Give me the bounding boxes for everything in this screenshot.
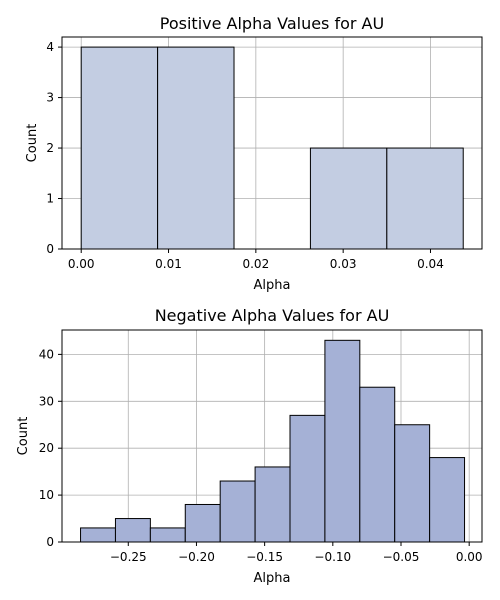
x-tick-label: 0.03 (330, 257, 357, 271)
x-tick-label: 0.00 (456, 550, 483, 564)
x-axis-label: Alpha (254, 278, 291, 293)
histogram-bar (80, 527, 116, 543)
subplot-positive: 0.00 0.01 0.02 0.03 0.04 0 1 2 3 4 Positive Alpha … (25, 14, 483, 293)
histogram-bar (254, 466, 291, 543)
y-tick-label: 3 (46, 91, 54, 105)
x-tick-label: −0.05 (383, 550, 420, 564)
histogram-bar (80, 46, 159, 250)
histogram-bar (289, 414, 326, 543)
y-axis-label: Count (25, 124, 40, 163)
y-tick-label: 0 (46, 242, 54, 256)
chart-title: Negative Alpha Values for AU (155, 306, 390, 325)
y-tick-label: 2 (46, 141, 54, 155)
histogram-bar (309, 147, 388, 250)
y-tick-label: 4 (46, 40, 54, 54)
subplot-negative: −0.25 −0.20 −0.15 −0.10 −0.05 0.00 0 10 20 30 40 Ne… (16, 306, 483, 586)
x-tick-label: −0.20 (178, 550, 215, 564)
x-tick-label: −0.15 (246, 550, 283, 564)
x-tick-label: 0.02 (242, 257, 269, 271)
histogram-bar (114, 518, 151, 543)
histogram-bar (394, 424, 431, 543)
histogram-bar (219, 480, 256, 543)
y-tick-label: 0 (46, 535, 54, 549)
plot-frame (61, 329, 483, 543)
y-tick-label: 10 (39, 488, 54, 502)
y-tick-label: 40 (39, 347, 54, 361)
x-tick-label: 0.04 (417, 257, 444, 271)
x-tick-label: 0.01 (155, 257, 182, 271)
histogram-bar (149, 527, 186, 543)
chart-title: Positive Alpha Values for AU (160, 14, 384, 33)
x-axis-label: Alpha (254, 571, 291, 586)
y-tick-label: 20 (39, 441, 54, 455)
plot-frame (61, 36, 483, 250)
y-tick-label: 1 (46, 192, 54, 206)
histogram-bar (429, 457, 466, 543)
x-tick-label: −0.25 (110, 550, 147, 564)
x-tick-label: −0.10 (314, 550, 351, 564)
histogram-bar (386, 147, 464, 250)
y-axis-label: Count (16, 417, 31, 456)
histogram-bar (359, 386, 396, 543)
y-tick-label: 30 (39, 394, 54, 408)
histogram-bar (324, 339, 361, 543)
x-tick-label: 0.00 (68, 257, 95, 271)
histogram-bar (184, 503, 221, 543)
histogram-bar (157, 46, 235, 250)
